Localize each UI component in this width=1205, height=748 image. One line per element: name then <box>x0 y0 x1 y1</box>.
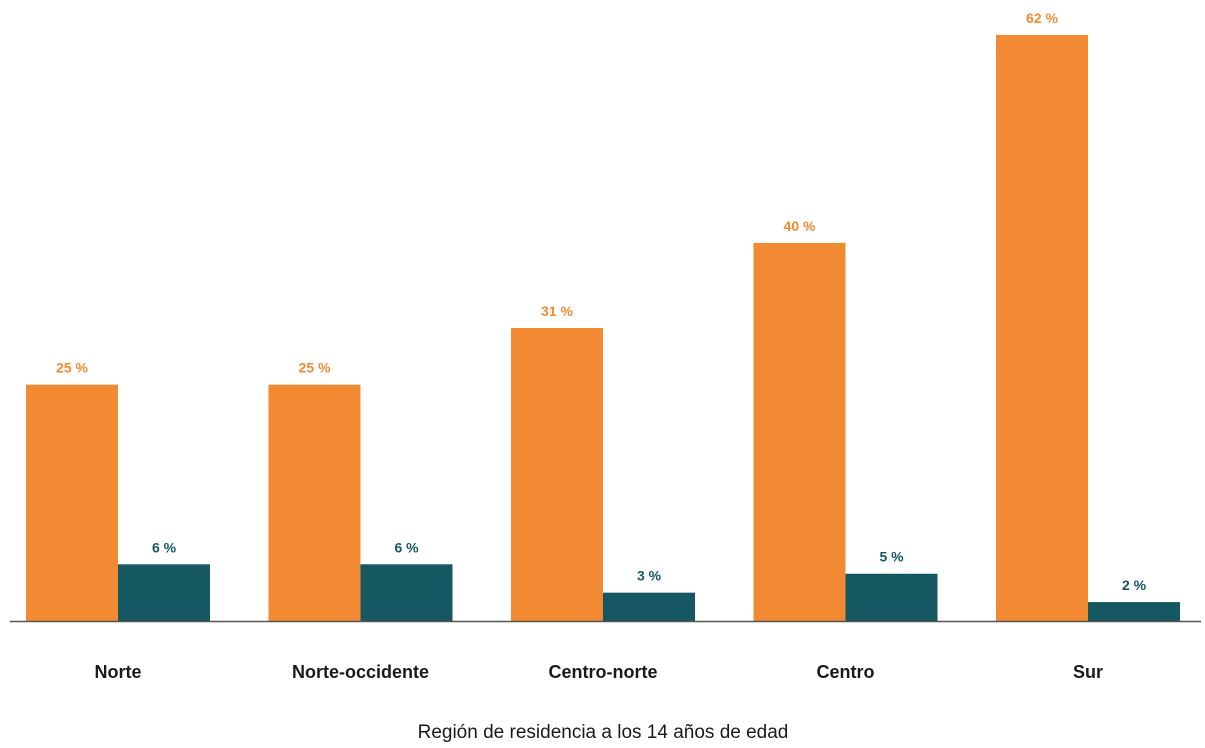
value-label-series1-centro-norte: 31 % <box>541 303 573 319</box>
value-label-series2-sur: 2 % <box>1122 577 1147 593</box>
category-label-sur: Sur <box>1073 662 1103 682</box>
value-label-series1-norte-occidente: 25 % <box>299 360 331 376</box>
value-label-series1-centro: 40 % <box>784 218 816 234</box>
bars-layer <box>26 35 1180 621</box>
value-label-series2-centro: 5 % <box>879 549 904 565</box>
bar-series2-norte-occidente <box>360 564 453 621</box>
value-label-series2-centro-norte: 3 % <box>637 568 662 584</box>
category-label-norte: Norte <box>94 662 141 682</box>
bar-series1-norte-occidente <box>268 384 361 621</box>
bar-series2-centro-norte <box>603 592 695 621</box>
value-labels-layer: 25 % 6 % 25 % 6 % 31 % 3 % 40 % 5 % 62 % 2 % <box>56 10 1147 593</box>
category-label-norte-occidente: Norte-occidente <box>292 662 429 682</box>
bar-series2-sur <box>1088 602 1180 621</box>
category-label-centro: Centro <box>817 662 875 682</box>
value-label-series2-norte-occidente: 6 % <box>394 539 419 555</box>
value-label-series1-sur: 62 % <box>1026 10 1058 26</box>
bar-series2-centro <box>845 573 938 621</box>
x-axis-title: Región de residencia a los 14 años de ed… <box>418 722 789 743</box>
category-labels-layer: Norte Norte-occidente Centro-norte Centro Su… <box>94 662 1103 682</box>
value-label-series1-norte: 25 % <box>56 360 88 376</box>
bar-series1-centro <box>753 242 846 621</box>
category-label-centro-norte: Centro-norte <box>549 662 658 682</box>
bar-series1-centro-norte <box>511 328 603 621</box>
bar-series1-sur <box>996 35 1088 621</box>
value-label-series2-norte: 6 % <box>152 539 177 555</box>
bar-series2-norte <box>118 564 210 621</box>
bar-series1-norte <box>26 384 118 621</box>
